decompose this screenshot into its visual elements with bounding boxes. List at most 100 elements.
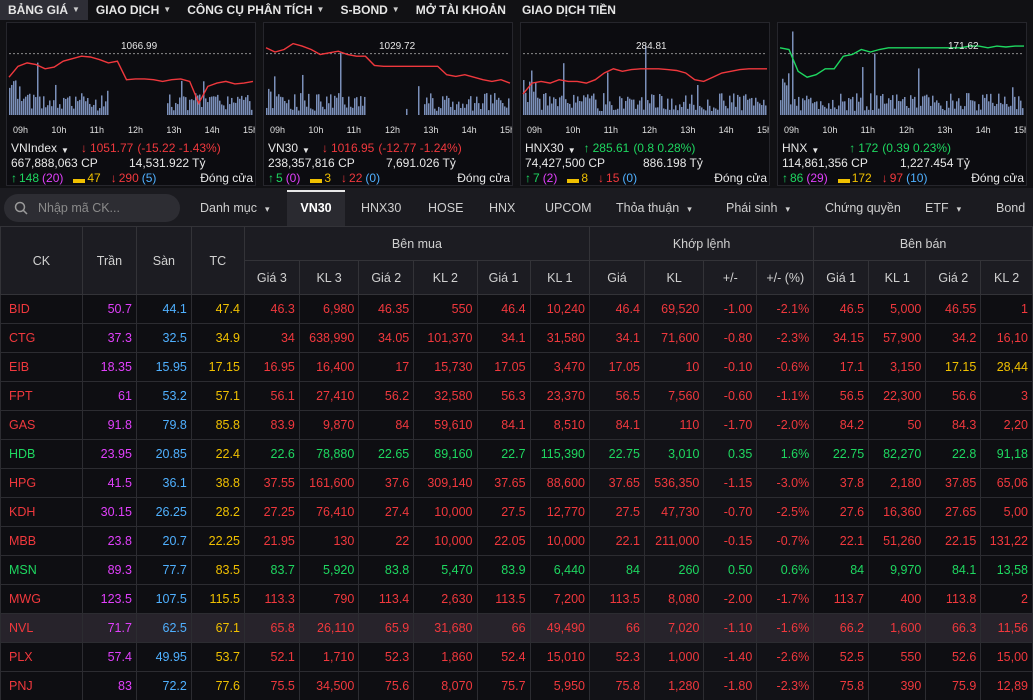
index-name[interactable]: VN30 <box>268 141 299 155</box>
cell: 71,600 <box>643 323 705 353</box>
table-row[interactable]: HDB 23.95 20.85 22.4 22.6 78,880 22.65 89,160 22… <box>0 439 1033 469</box>
top-nav: BẢNG GIÁ ▼ GIAO DỊCH ▼ CÔNG CỤ PHÂN TÍCH ▼ S-B… <box>0 0 1033 20</box>
table-row[interactable]: PLX 57.4 49.95 53.7 52.1 1,710 52.3 1,860 52.4 15… <box>0 642 1033 672</box>
filter-tab-9[interactable]: ETF ▾ <box>925 190 961 226</box>
subheader-13[interactable]: KL 2 <box>980 260 1033 295</box>
nav-item-5[interactable]: GIAO DỊCH TIỀN <box>514 0 624 20</box>
subheader-5[interactable]: KL 1 <box>529 260 590 295</box>
index-panel-vn30[interactable]: 09h10h11h12h13h14h15h1029.72VN30▼↓1016.9… <box>263 22 513 186</box>
subheader-9[interactable]: +/- (%) <box>756 260 815 295</box>
filter-tab-8[interactable]: Chứng quyền <box>825 190 901 226</box>
table-row[interactable]: MBB 23.8 20.7 22.25 21.95 130 22 10,000 22.05 10,… <box>0 526 1033 556</box>
volume-bar <box>701 107 703 115</box>
subheader-1[interactable]: KL 3 <box>298 260 360 295</box>
subheader-3[interactable]: KL 2 <box>413 260 478 295</box>
symbol-cell[interactable]: GAS <box>0 410 83 440</box>
filter-tab-10[interactable]: Bond <box>996 190 1025 226</box>
volume-bar <box>922 96 924 115</box>
symbol-cell[interactable]: NVL <box>0 613 83 643</box>
filter-tab-7[interactable]: Phái sinh ▾ <box>726 190 790 226</box>
filter-tab-0[interactable]: Danh mục ▾ <box>200 190 270 226</box>
nav-item-1[interactable]: GIAO DỊCH ▼ <box>88 0 179 20</box>
header-ck[interactable]: CK <box>0 226 83 295</box>
table-row[interactable]: EIB 18.35 15.95 17.15 16.95 16,400 17 15,730 17.… <box>0 352 1033 382</box>
subheader-8[interactable]: +/- <box>703 260 758 295</box>
table-row[interactable]: MSN 89.3 77.7 83.5 83.7 5,920 83.8 5,470 83.9 6,4… <box>0 555 1033 585</box>
table-row[interactable]: HPG 41.5 36.1 38.8 37.55 161,600 37.6 309,140 37… <box>0 468 1033 498</box>
symbol-cell[interactable]: PNJ <box>0 671 83 700</box>
volume-bar <box>73 108 75 115</box>
table-row[interactable]: MWG 123.5 107.5 115.5 113.3 790 113.4 2,630 113.… <box>0 584 1033 614</box>
chevron-down-icon[interactable]: ▼ <box>567 146 576 155</box>
cell: 26.25 <box>135 497 192 527</box>
subheader-4[interactable]: Giá 1 <box>476 260 531 295</box>
table-row[interactable]: PNJ 83 72.2 77.6 75.5 34,500 75.6 8,070 75.7 5,95… <box>0 671 1033 700</box>
table-row[interactable]: CTG 37.3 32.5 34.9 34 638,990 34.05 101,370 34.1… <box>0 323 1033 353</box>
header-floor[interactable]: Sàn <box>135 226 192 295</box>
table-row[interactable]: BID 50.7 44.1 47.4 46.3 6,980 46.35 550 46.4 10,2… <box>0 294 1033 324</box>
filter-tab-4[interactable]: HNX <box>489 190 515 226</box>
symbol-cell[interactable]: EIB <box>0 352 83 382</box>
index-panel-hnx30[interactable]: 09h10h11h12h13h14h15h284.81HNX30▼↑285.61… <box>520 22 770 186</box>
index-name[interactable]: VNIndex <box>11 141 58 155</box>
symbol-cell[interactable]: MBB <box>0 526 83 556</box>
cell: 34.1 <box>476 323 531 353</box>
subheader-6[interactable]: Giá <box>588 260 645 295</box>
subheader-7[interactable]: KL <box>643 260 705 295</box>
search-box[interactable] <box>4 194 180 222</box>
nav-item-2[interactable]: CÔNG CỤ PHÂN TÍCH ▼ <box>179 0 332 20</box>
volume-bar <box>844 101 846 115</box>
filter-tab-6[interactable]: Thỏa thuận ▾ <box>616 190 692 226</box>
volume-bar <box>611 105 613 115</box>
index-name[interactable]: HNX <box>782 141 808 155</box>
filter-tab-5[interactable]: UPCOM <box>545 190 592 226</box>
volume-bar <box>545 93 547 115</box>
nav-item-4[interactable]: MỞ TÀI KHOẢN <box>408 0 514 20</box>
cell: -2.1% <box>756 294 815 324</box>
volume-bar <box>183 96 185 115</box>
index-panel-vnindex[interactable]: 09h10h11h12h13h14h15h1066.99VNIndex▼↓105… <box>6 22 256 186</box>
table-row[interactable]: NVL 71.7 62.5 67.1 65.8 26,110 65.9 31,680 66 49,… <box>0 613 1033 643</box>
volume-bar <box>595 99 597 115</box>
header-ref[interactable]: TC <box>190 226 245 295</box>
volume-bar <box>992 102 994 115</box>
symbol-cell[interactable]: CTG <box>0 323 83 353</box>
index-panel-hnx[interactable]: 09h10h11h12h13h14h15h171.62HNX▼↑172(0.39… <box>777 22 1027 186</box>
table-row[interactable]: FPT 61 53.2 57.1 56.1 27,410 56.2 32,580 56.3 23,… <box>0 381 1033 411</box>
chevron-down-icon[interactable]: ▼ <box>302 146 310 155</box>
subheader-10[interactable]: Giá 1 <box>813 260 870 295</box>
symbol-cell[interactable]: HPG <box>0 468 83 498</box>
filter-tab-1[interactable]: VN30 <box>287 190 345 226</box>
cell: 75.6 <box>358 671 415 700</box>
chevron-down-icon[interactable]: ▼ <box>811 146 820 155</box>
filter-tab-3[interactable]: HOSE <box>428 190 463 226</box>
volume-bar <box>314 110 316 115</box>
subheader-12[interactable]: Giá 2 <box>925 260 982 295</box>
cell: 37.85 <box>925 468 982 498</box>
cell: 115.5 <box>190 584 245 614</box>
volume-bar <box>693 104 695 115</box>
filter-tab-label: UPCOM <box>545 201 592 215</box>
subheader-0[interactable]: Giá 3 <box>243 260 300 295</box>
index-name[interactable]: HNX30 <box>525 141 564 155</box>
nav-item-0[interactable]: BẢNG GIÁ ▼ <box>0 0 88 20</box>
header-ceiling[interactable]: Trần <box>81 226 137 295</box>
symbol-cell[interactable]: HDB <box>0 439 83 469</box>
floor-count: (10) <box>906 171 928 185</box>
volume-bar <box>452 101 454 115</box>
table-row[interactable]: KDH 30.15 26.25 28.2 27.25 76,410 27.4 10,000 27… <box>0 497 1033 527</box>
nav-item-3[interactable]: S-BOND ▼ <box>332 0 407 20</box>
volume-bar <box>458 101 460 115</box>
table-row[interactable]: GAS 91.8 79.8 85.8 83.9 9,870 84 59,610 84.1 8,51… <box>0 410 1033 440</box>
symbol-cell[interactable]: MWG <box>0 584 83 614</box>
symbol-cell[interactable]: KDH <box>0 497 83 527</box>
symbol-cell[interactable]: PLX <box>0 642 83 672</box>
chevron-down-icon[interactable]: ▼ <box>61 146 69 155</box>
symbol-cell[interactable]: FPT <box>0 381 83 411</box>
symbol-cell[interactable]: BID <box>0 294 83 324</box>
subheader-2[interactable]: Giá 2 <box>358 260 415 295</box>
symbol-cell[interactable]: MSN <box>0 555 83 585</box>
subheader-11[interactable]: KL 1 <box>868 260 927 295</box>
search-input[interactable] <box>36 200 180 216</box>
filter-tab-2[interactable]: HNX30 <box>361 190 401 226</box>
